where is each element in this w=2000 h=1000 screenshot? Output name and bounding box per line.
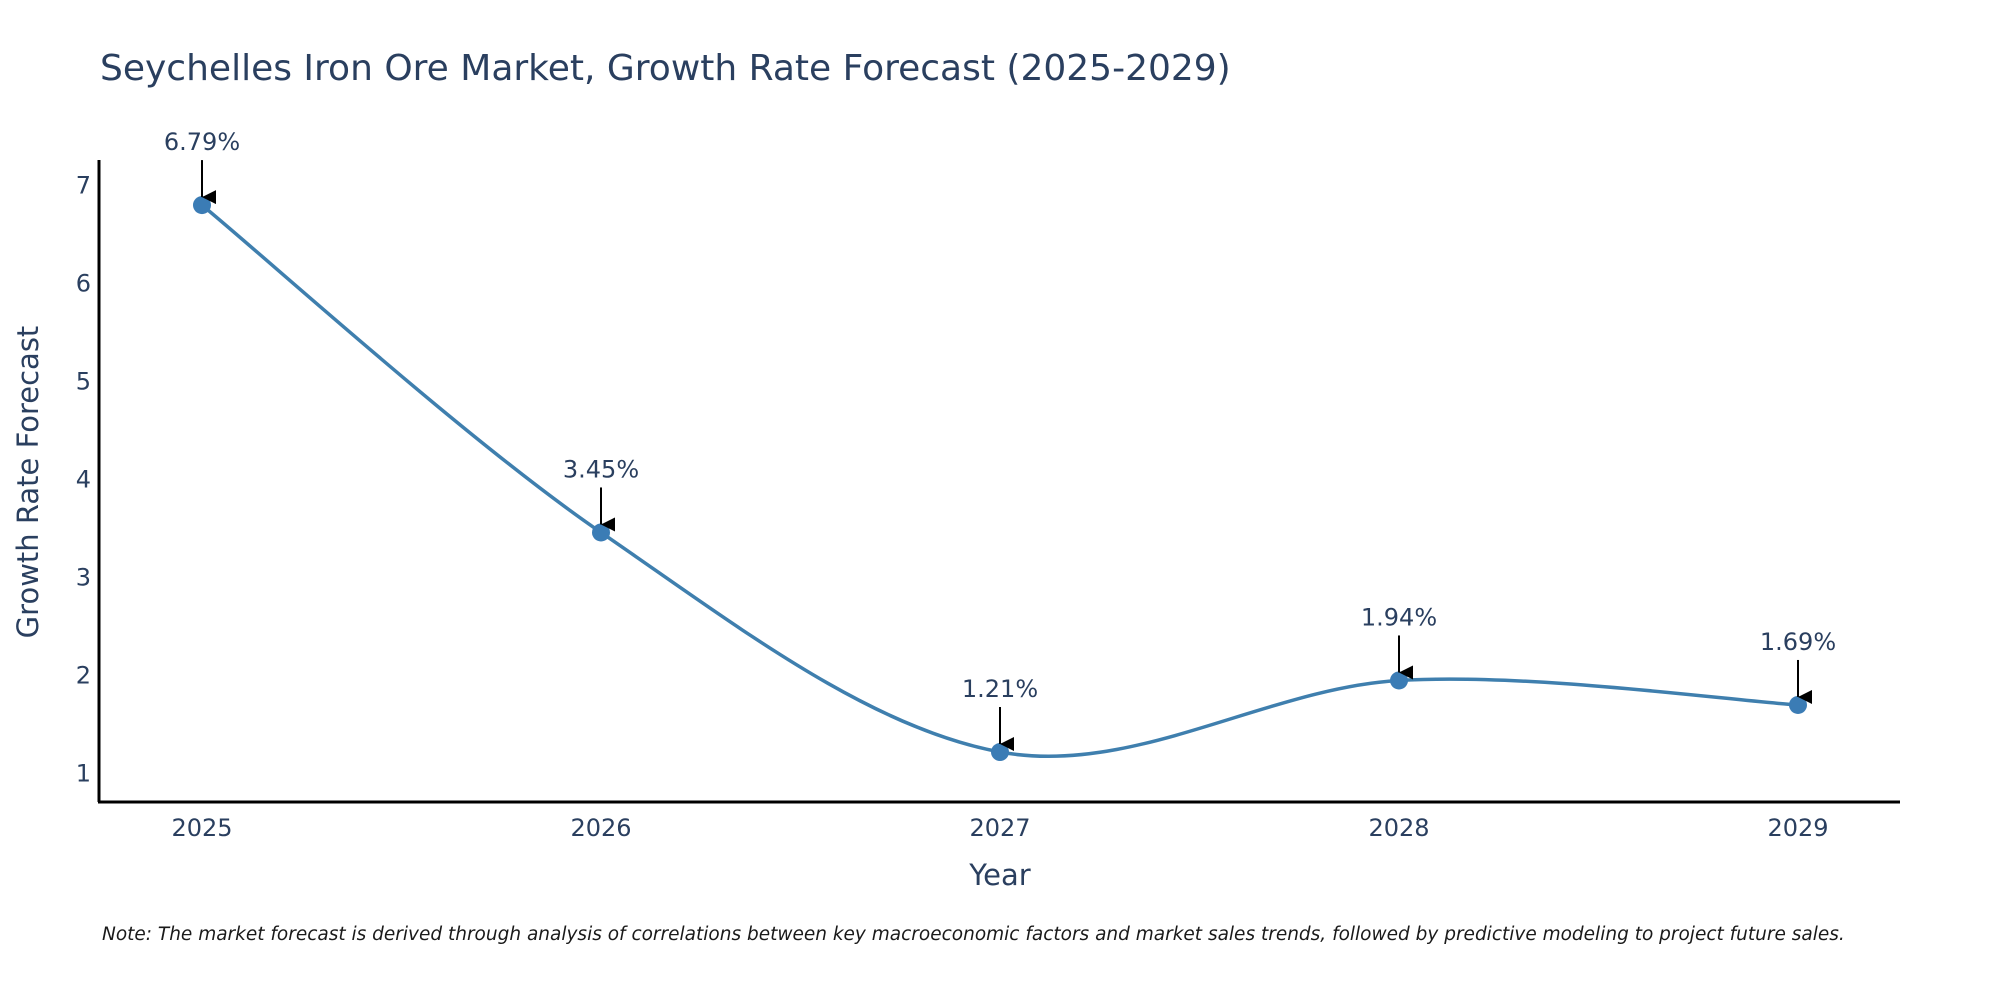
footnote: Note: The market forecast is derived thr… xyxy=(102,924,1845,945)
y-tick-label: 7 xyxy=(76,172,91,200)
y-tick-label: 2 xyxy=(76,662,91,690)
y-tick-label: 1 xyxy=(76,760,91,788)
data-label: 1.69% xyxy=(1760,628,1836,656)
data-label: 1.94% xyxy=(1361,603,1437,631)
y-tick-label: 6 xyxy=(76,270,91,298)
x-tick-label: 2029 xyxy=(1767,814,1828,842)
data-point xyxy=(592,523,610,542)
y-tick-label: 4 xyxy=(76,466,91,494)
y-axis-title: Growth Rate Forecast xyxy=(11,326,45,639)
chart-title: Seychelles Iron Ore Market, Growth Rate … xyxy=(100,48,1231,89)
data-point xyxy=(193,196,211,215)
data-label: 3.45% xyxy=(563,455,639,483)
data-point xyxy=(1390,671,1408,690)
data-point xyxy=(1789,695,1807,714)
data-label: 6.79% xyxy=(164,128,240,156)
x-tick-label: 2028 xyxy=(1368,814,1429,842)
y-tick-label: 5 xyxy=(76,368,91,396)
x-tick-label: 2025 xyxy=(171,814,232,842)
x-tick-label: 2027 xyxy=(969,814,1030,842)
series-line xyxy=(200,203,1799,758)
data-point xyxy=(991,743,1009,762)
plot-area: 1 2 3 4 5 6 7 2025 2026 2027 2028 2029 6.79% 3.45% 1.2… xyxy=(76,128,1836,842)
data-label: 1.21% xyxy=(962,675,1038,703)
x-axis-title: Year xyxy=(968,858,1030,892)
y-tick-label: 3 xyxy=(76,564,91,592)
x-tick-label: 2026 xyxy=(570,814,631,842)
